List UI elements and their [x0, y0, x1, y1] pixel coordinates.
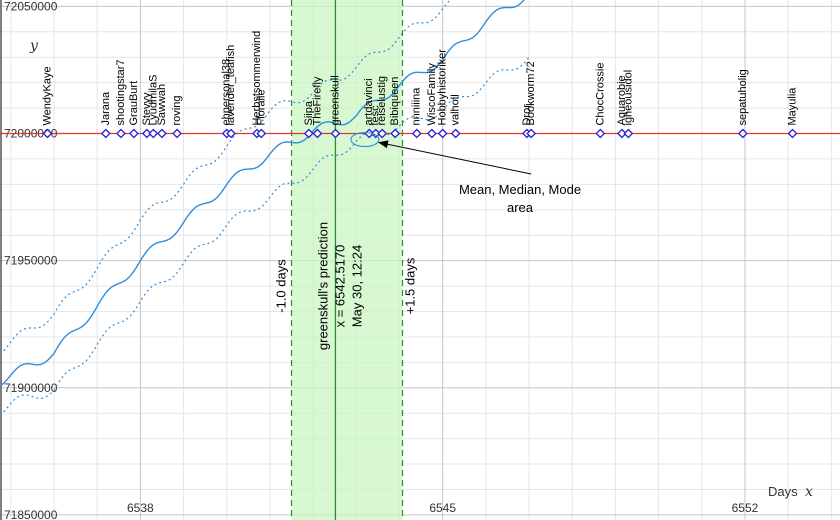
- annotation-line-2: area: [507, 200, 534, 215]
- x-tick-label: 6552: [732, 501, 759, 515]
- band-left-label: -1.0 days: [274, 259, 289, 313]
- guess-marker: [157, 128, 167, 139]
- guess-marker: [390, 128, 401, 139]
- guess-marker: [377, 128, 388, 139]
- guess-labels: WendyKaye Jarana shootingstar7 GrauBurt Stev…: [42, 31, 799, 126]
- guess-label: lavender_teafish: [225, 45, 237, 126]
- guess-label: ehpersonal38: [221, 59, 233, 126]
- guess-label: Stevyy: [141, 92, 153, 126]
- guess-label: Aquarobie: [616, 75, 628, 125]
- mean-median-mode-ellipse: [350, 131, 380, 148]
- y-tick-label: 72050000: [4, 0, 58, 13]
- y-tick-label: 71900000: [4, 381, 58, 395]
- guess-label: WiscoFamily: [426, 63, 438, 126]
- guess-marker: [437, 128, 448, 139]
- axes: y Days x: [0, 0, 813, 520]
- guess-marker: [303, 128, 314, 139]
- guess-marker: [426, 128, 437, 139]
- guess-label: Bibiqueen: [389, 77, 401, 126]
- annotations: Mean, Median, Mode area -1.0 days +1.5 days…: [274, 131, 581, 350]
- guess-label: shootingstar7: [115, 59, 127, 125]
- guess-label: Mayulia: [786, 87, 798, 126]
- guess-label: GrauBurt: [128, 81, 140, 126]
- x-axis-label: Days: [768, 484, 798, 499]
- prediction-text-line: x = 6542.5170: [332, 245, 347, 328]
- y-axis-var: y: [29, 38, 39, 54]
- guess-label: WendyKaye: [42, 66, 54, 125]
- guess-marker: [450, 128, 461, 139]
- guess-label: sepatuholig: [737, 69, 749, 125]
- guess-marker: [148, 128, 159, 139]
- guess-marker: [312, 128, 323, 139]
- guess-label: tesc: [370, 105, 382, 126]
- guess-label: TheFirefly: [311, 76, 323, 125]
- guess-marker: [595, 128, 606, 139]
- guess-label: LyudmilaS: [147, 75, 159, 126]
- annotation-line-1: Mean, Median, Mode: [459, 182, 581, 197]
- guess-label: Herbstsommerwind: [251, 31, 263, 126]
- prediction-text-line: greenskull's prediction: [315, 222, 330, 350]
- guess-marker: [256, 128, 267, 139]
- guess-marker: [330, 128, 341, 139]
- guess-marker: [623, 128, 634, 139]
- guess-marker: [526, 128, 537, 139]
- guess-marker: [226, 128, 236, 139]
- guess-marker: [411, 128, 422, 139]
- guess-label: igheousidol: [622, 70, 634, 126]
- guess-marker: [116, 128, 126, 139]
- guess-marker: [141, 128, 152, 139]
- guess-label: greenskull: [329, 75, 341, 125]
- y-tick-label: 71950000: [4, 254, 58, 268]
- band-right-label: +1.5 days: [403, 257, 418, 314]
- guess-label: ChocCrossie: [594, 63, 606, 126]
- guess-label: roving: [171, 96, 183, 126]
- guess-label: Dror: [521, 104, 533, 126]
- trend-curve: [0, 0, 525, 387]
- prediction-band: [290, 0, 404, 520]
- trend-curves: [0, 0, 530, 416]
- x-tick-label: 6545: [429, 501, 456, 515]
- x-axis-var: x: [805, 484, 813, 500]
- guess-marker: [172, 128, 182, 139]
- guess-marker: [737, 128, 748, 139]
- guess-marker: [370, 128, 381, 139]
- x-tick-label: 6538: [127, 501, 154, 515]
- prediction-text-line: May 30, 12:24: [349, 245, 364, 327]
- guess-marker: [128, 128, 139, 139]
- guess-label: Hobbyhistoriker: [437, 49, 449, 126]
- guess-label: valholl: [450, 94, 462, 125]
- guess-label: artdavinci: [363, 78, 375, 125]
- annotation-arrow: [377, 140, 532, 175]
- guess-marker: [787, 128, 798, 139]
- band-fill: [291, 0, 403, 520]
- guess-marker: [42, 128, 53, 139]
- guess-marker: [616, 128, 627, 139]
- guess-label: Jarana: [100, 91, 112, 126]
- guess-label: Siipa: [303, 100, 315, 125]
- guess-label: Bookworm72: [525, 61, 537, 125]
- guess-label: reiselustig: [376, 76, 388, 126]
- guess-markers: [42, 128, 798, 139]
- guess-marker: [100, 128, 111, 139]
- upper-bound-curve: [0, 0, 452, 355]
- guess-label: Sawwah: [156, 84, 168, 126]
- y-tick-label: 71850000: [4, 508, 58, 520]
- guess-label: nnniiina: [411, 87, 423, 126]
- guess-label: Floralie: [255, 89, 267, 125]
